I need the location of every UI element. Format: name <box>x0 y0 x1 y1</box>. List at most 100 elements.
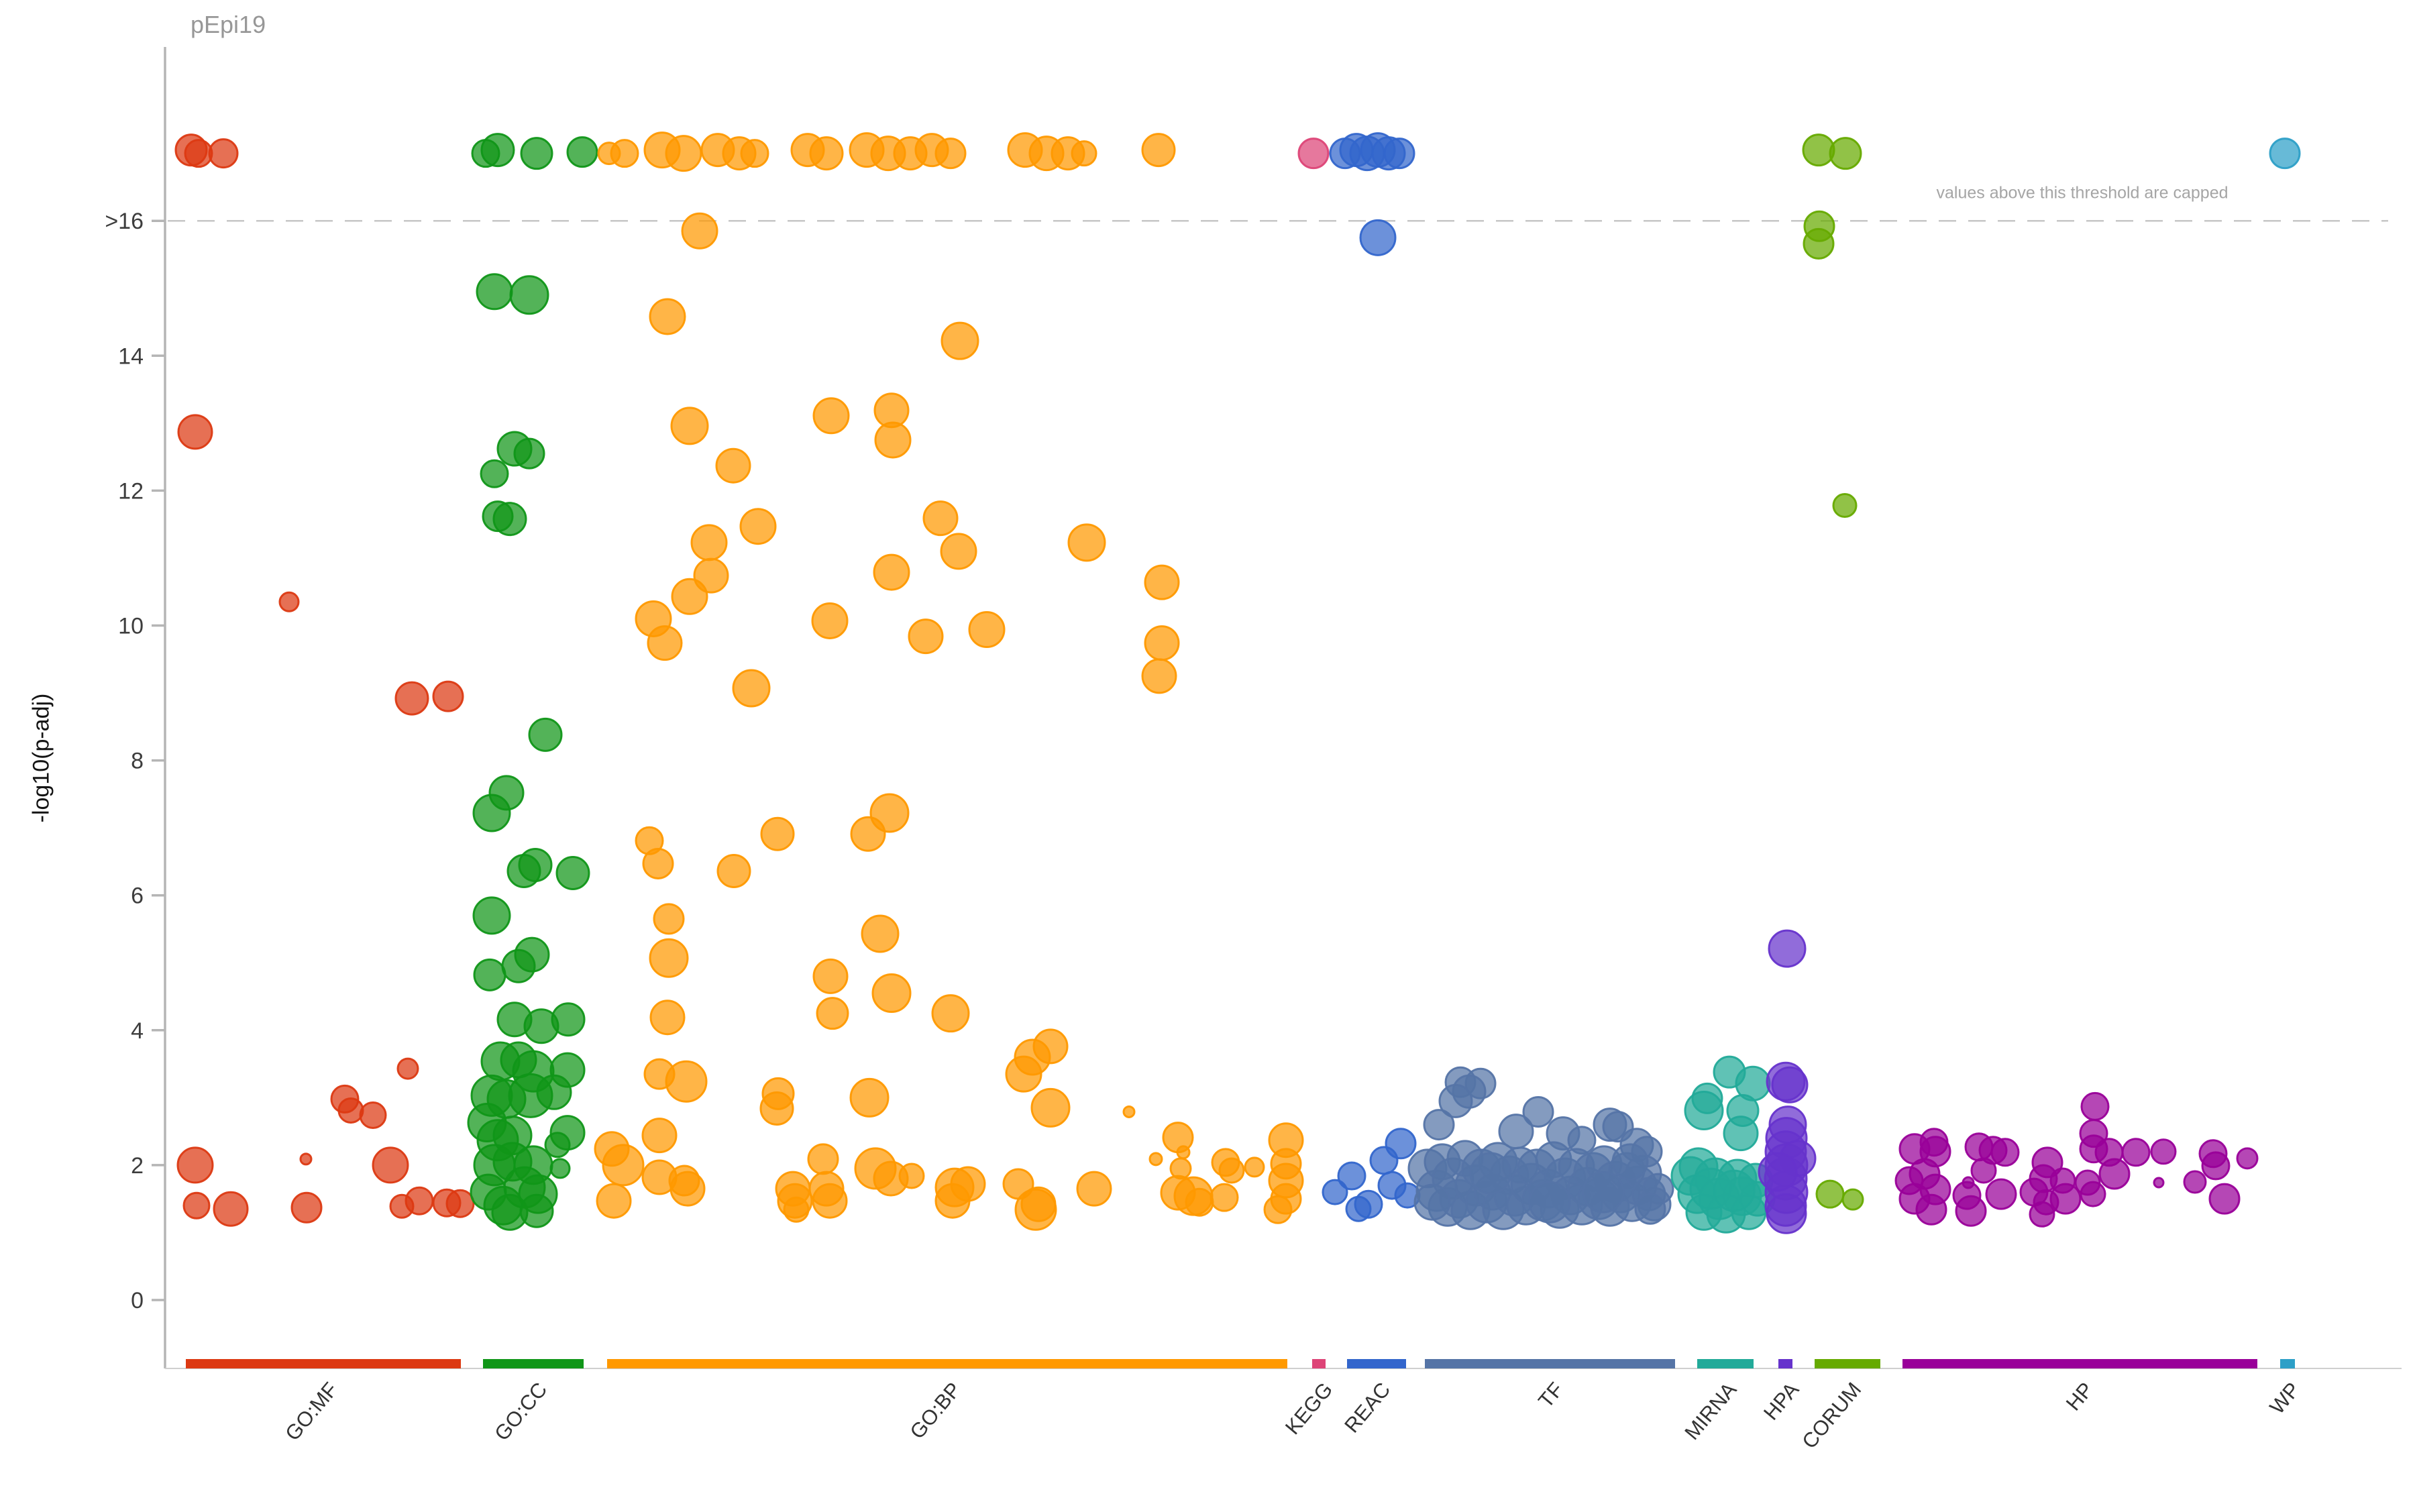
data-point-TF[interactable] <box>1469 1152 1512 1195</box>
data-point-GO:BP[interactable] <box>641 1118 678 1154</box>
data-point-TF[interactable] <box>1528 1181 1571 1224</box>
data-point-GO:CC[interactable] <box>519 1193 554 1228</box>
data-point-GO:MF[interactable] <box>213 1191 249 1227</box>
data-point-GO:BP[interactable] <box>940 533 977 570</box>
data-point-KEGG[interactable] <box>1297 138 1330 170</box>
data-point-GO:CC[interactable] <box>509 275 549 315</box>
data-point-CORUM[interactable] <box>1803 227 1835 260</box>
data-point-GO:BP[interactable] <box>1030 1087 1071 1128</box>
data-point-GO:BP[interactable] <box>871 973 912 1013</box>
data-point-CORUM[interactable] <box>1841 1188 1864 1211</box>
data-point-GO:CC[interactable] <box>551 1002 586 1037</box>
data-point-HP[interactable] <box>2029 1201 2055 1228</box>
data-point-GO:BP[interactable] <box>610 139 639 168</box>
data-point-GO:CC[interactable] <box>520 137 553 170</box>
data-point-GO:BP[interactable] <box>602 1144 645 1187</box>
data-point-GO:BP[interactable] <box>649 298 686 335</box>
data-point-GO:BP[interactable] <box>861 914 900 953</box>
data-point-TF[interactable] <box>1611 1143 1649 1181</box>
data-point-TF[interactable] <box>1634 1193 1666 1225</box>
data-point-GO:CC[interactable] <box>480 133 515 168</box>
data-point-REAC[interactable] <box>1385 1128 1417 1160</box>
data-point-GO:MF[interactable] <box>278 591 300 612</box>
data-point-GO:CC[interactable] <box>480 459 509 488</box>
data-point-HP[interactable] <box>2236 1147 2259 1170</box>
data-point-HP[interactable] <box>2150 1138 2177 1165</box>
data-point-GO:BP[interactable] <box>1244 1156 1265 1178</box>
data-point-MIRNA[interactable] <box>1713 1169 1756 1212</box>
data-point-HP[interactable] <box>2049 1183 2082 1215</box>
data-point-GO:BP[interactable] <box>968 611 1006 649</box>
data-point-GO:BP[interactable] <box>647 625 683 661</box>
data-point-GO:BP[interactable] <box>740 139 769 168</box>
data-point-GO:BP[interactable] <box>1176 1145 1191 1160</box>
data-point-GO:BP[interactable] <box>807 1143 839 1175</box>
data-point-MIRNA[interactable] <box>1684 1090 1724 1130</box>
data-point-GO:MF[interactable] <box>184 139 213 168</box>
data-point-GO:BP[interactable] <box>669 1171 706 1207</box>
data-point-GO:BP[interactable] <box>635 826 664 855</box>
data-point-GO:BP[interactable] <box>873 553 910 591</box>
data-point-GO:BP[interactable] <box>759 1091 794 1126</box>
data-point-GO:BP[interactable] <box>849 1077 890 1118</box>
data-point-GO:BP[interactable] <box>783 1196 810 1223</box>
data-point-GO:CC[interactable] <box>506 854 541 889</box>
data-point-GO:BP[interactable] <box>1032 1028 1069 1065</box>
data-point-GO:CC[interactable] <box>472 896 511 935</box>
data-point-GO:BP[interactable] <box>922 500 959 537</box>
data-point-GO:MF[interactable] <box>177 414 213 450</box>
data-point-HP[interactable] <box>2121 1138 2151 1167</box>
data-point-GO:BP[interactable] <box>649 938 689 978</box>
data-point-GO:BP[interactable] <box>1144 625 1180 661</box>
data-point-HP[interactable] <box>1919 1128 1949 1157</box>
data-point-HPA[interactable] <box>1766 1193 1807 1234</box>
data-point-REAC[interactable] <box>1359 219 1397 256</box>
data-point-GO:BP[interactable] <box>812 397 850 435</box>
data-point-GO:BP[interactable] <box>760 816 795 851</box>
data-point-GO:MF[interactable] <box>359 1101 387 1129</box>
data-point-GO:MF[interactable] <box>394 681 429 716</box>
data-point-GO:MF[interactable] <box>445 1189 475 1218</box>
data-point-GO:MF[interactable] <box>182 1191 211 1220</box>
data-point-GO:BP[interactable] <box>665 135 702 172</box>
data-point-GO:BP[interactable] <box>739 508 777 545</box>
data-point-GO:MF[interactable] <box>396 1057 419 1080</box>
data-point-HP[interactable] <box>1985 1178 2017 1210</box>
data-point-GO:CC[interactable] <box>536 1074 572 1110</box>
data-point-WP[interactable] <box>2269 138 2301 170</box>
data-point-GO:BP[interactable] <box>649 1000 686 1036</box>
data-point-GO:BP[interactable] <box>816 997 849 1030</box>
data-point-GO:BP[interactable] <box>1122 1105 1136 1118</box>
data-point-GO:BP[interactable] <box>898 1163 925 1189</box>
data-point-GO:CC[interactable] <box>473 958 506 991</box>
data-point-GO:CC[interactable] <box>555 856 590 891</box>
data-point-GO:BP[interactable] <box>1263 1195 1293 1224</box>
data-point-GO:BP[interactable] <box>665 1060 708 1103</box>
data-point-TF[interactable] <box>1438 1083 1473 1118</box>
data-point-HP[interactable] <box>2208 1183 2241 1215</box>
data-point-GO:BP[interactable] <box>596 1183 632 1219</box>
data-point-GO:BP[interactable] <box>1218 1157 1245 1184</box>
data-point-GO:BP[interactable] <box>1210 1183 1239 1212</box>
data-point-HP[interactable] <box>2098 1158 2131 1190</box>
data-point-GO:BP[interactable] <box>812 958 849 994</box>
data-point-GO:MF[interactable] <box>432 680 464 712</box>
data-point-HP[interactable] <box>1970 1157 1997 1184</box>
data-point-HPA[interactable] <box>1771 1066 1809 1103</box>
data-point-GO:CC[interactable] <box>528 717 563 752</box>
data-point-REAC[interactable] <box>1337 1161 1366 1191</box>
data-point-GO:BP[interactable] <box>1148 1152 1163 1167</box>
data-point-REAC[interactable] <box>1383 138 1415 170</box>
data-point-GO:BP[interactable] <box>874 421 912 459</box>
data-point-GO:BP[interactable] <box>1076 1171 1112 1207</box>
data-point-GO:CC[interactable] <box>501 949 536 983</box>
data-point-GO:BP[interactable] <box>1141 133 1176 168</box>
data-point-HP[interactable] <box>1990 1138 2020 1167</box>
data-point-GO:MF[interactable] <box>405 1186 434 1216</box>
data-point-GO:MF[interactable] <box>208 138 239 169</box>
data-point-GO:BP[interactable] <box>670 407 709 445</box>
data-point-GO:BP[interactable] <box>681 212 718 250</box>
data-point-GO:BP[interactable] <box>1067 523 1106 562</box>
data-point-GO:BP[interactable] <box>931 994 970 1033</box>
data-point-GO:BP[interactable] <box>941 321 979 360</box>
